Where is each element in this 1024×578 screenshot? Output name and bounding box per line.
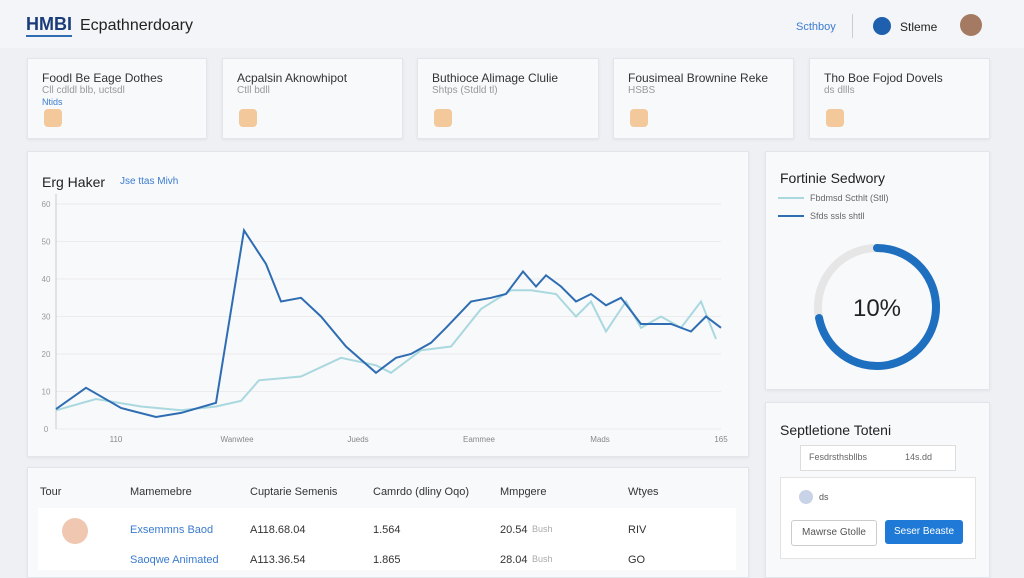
donut-title: Fortinie Sedwory	[780, 170, 886, 186]
form-box: ds Mawrse Gtolle Seser Beaste	[780, 477, 976, 559]
x-tick-label: Wanwtee	[220, 435, 254, 444]
donut-chart: Fbdmsd Scthlt (Stll) Sfds ssls shtll 10%	[778, 193, 940, 370]
y-tick-label: 10	[42, 388, 51, 397]
table-cell: Bush	[532, 554, 553, 564]
item-label: ds	[819, 492, 829, 502]
line-series	[55, 289, 717, 412]
x-tick-label: 165	[714, 435, 728, 444]
table-cell: 28.04	[500, 554, 528, 566]
table-body	[38, 508, 736, 570]
select-value: 14s.dd	[905, 452, 933, 462]
table-cell: A113.36.54	[250, 554, 306, 566]
card-tag: Ntids	[42, 97, 63, 107]
x-tick-label: 110	[110, 435, 123, 444]
card-icon	[630, 109, 648, 127]
card: Foodl Be Eage Dothes Cll cdldl blb, uctsd…	[27, 58, 207, 139]
app-title: Ecpathnerdoary	[80, 17, 193, 34]
table-cell: 1.564	[373, 524, 401, 536]
avatar[interactable]	[960, 14, 982, 36]
secondary-button[interactable]: Mawrse Gtolle	[791, 520, 877, 546]
table-cell: Saoqwe Animated	[130, 554, 219, 566]
user-icon	[873, 17, 891, 35]
chart-title: Erg Haker	[42, 174, 106, 190]
table-header: Tour	[40, 486, 62, 498]
y-tick-label: 50	[42, 238, 51, 247]
table-header: Mamemebre	[130, 486, 192, 498]
primary-button[interactable]: Seser Beaste	[885, 520, 963, 544]
y-tick-label: 30	[42, 313, 51, 322]
card-icon	[826, 109, 844, 127]
card: Tho Boe Fojod Dovels ds dllls	[809, 58, 990, 139]
card-icon	[434, 109, 452, 127]
x-tick-label: Mads	[590, 435, 610, 444]
settings-panel: Septletione Toteni Fesdrsthsbllbs 14s.dd…	[765, 402, 990, 578]
logo: HMBI	[26, 14, 72, 37]
card-subtitle: HSBS	[628, 85, 656, 96]
table-cell: Exsemmns Baod	[130, 524, 214, 536]
card-title: Tho Boe Fojod Dovels	[824, 71, 943, 85]
table-cell: Bush	[532, 524, 553, 534]
select[interactable]: Fesdrsthsbllbs 14s.dd	[800, 445, 956, 471]
table-header: Wtyes	[628, 486, 659, 498]
legend-label: Fbdmsd Scthlt (Stll)	[810, 193, 889, 203]
card-title: Foodl Be Eage Dothes	[42, 71, 163, 85]
table-cell: GO	[628, 554, 646, 566]
card-subtitle: Ctll bdll	[237, 85, 270, 96]
line-series	[55, 227, 722, 419]
item-icon	[799, 490, 813, 504]
x-tick-label: Jueds	[347, 435, 368, 444]
y-tick-label: 20	[42, 350, 51, 359]
x-tick-label: Eammee	[463, 435, 496, 444]
card-title: Buthioce Alimage Clulie	[432, 71, 559, 85]
donut-center-label: 10%	[853, 295, 901, 322]
card-subtitle: Shtps (Stdld tl)	[432, 85, 498, 96]
legend-label: Sfds ssls shtll	[810, 211, 865, 221]
card-subtitle: Cll cdldl blb, uctsdl	[42, 85, 125, 96]
card: Buthioce Alimage Clulie Shtps (Stdld tl)	[417, 58, 599, 139]
chart-panel: Erg Haker Jse ttas Mivh 0 10 20 30 40 50 60 110…	[27, 151, 749, 457]
table-header: Cuptarie Semenis	[250, 486, 338, 498]
chart-link[interactable]: Jse ttas Mivh	[120, 176, 179, 187]
table-header: Camrdo (dliny Oqo)	[373, 486, 469, 498]
y-tick-label: 0	[44, 425, 49, 434]
select-label: Fesdrsthsbllbs	[809, 452, 868, 462]
row-icon	[62, 518, 88, 544]
table: Tour Mamemebre Cuptarie Semenis Camrdo (dli…	[27, 467, 749, 578]
donut-panel: Fortinie Sedwory Fbdmsd Scthlt (Stll) Sfd…	[765, 151, 990, 390]
card-title: Acpalsin Aknowhipot	[237, 71, 348, 85]
card-subtitle: ds dllls	[824, 85, 855, 96]
card: Acpalsin Aknowhipot Ctll bdll	[222, 58, 403, 139]
user-name[interactable]: Stleme	[900, 20, 938, 34]
card-icon	[239, 109, 257, 127]
donut-arc	[815, 244, 940, 370]
table-cell: 1.865	[373, 554, 401, 566]
table-cell: 20.54	[500, 524, 528, 536]
card-icon	[44, 109, 62, 127]
table-cell: A118.68.04	[250, 524, 306, 536]
y-tick-label: 40	[42, 275, 51, 284]
card: Fousimeal Brownine Reke HSBS	[613, 58, 794, 139]
y-tick-label: 60	[42, 200, 51, 209]
table-cell: RIV	[628, 524, 647, 536]
settings-title: Septletione Toteni	[780, 422, 892, 438]
table-header: Mmpgere	[500, 486, 547, 498]
line-chart: 0 10 20 30 40 50 60 110 Wanwtee Jueds Eammee Mads 16…	[42, 194, 728, 444]
divider	[852, 14, 853, 38]
header: HMBI Ecpathnerdoary Scthboy Stleme	[0, 0, 1024, 48]
nav-link[interactable]: Scthboy	[796, 21, 836, 33]
card-title: Fousimeal Brownine Reke	[628, 71, 769, 85]
